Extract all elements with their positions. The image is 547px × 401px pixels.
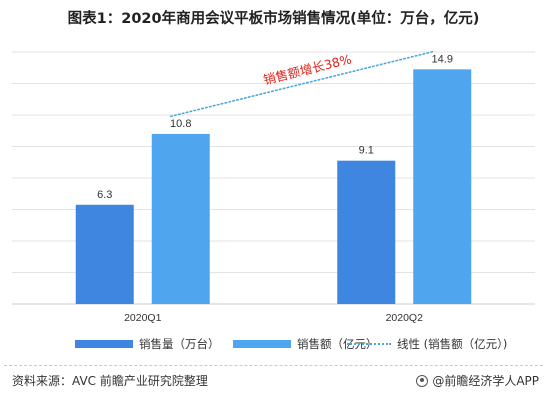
brand-credit: @前瞻经济学人APP: [416, 372, 539, 389]
x-tick-label: 2020Q2: [386, 312, 424, 324]
legend-label-trendline: 线性 (销售额（亿元）): [397, 337, 508, 351]
brand-logo-icon: [416, 374, 429, 387]
chart-title: 图表1：2020年商用会议平板市场销售情况(单位：万台，亿元): [67, 11, 480, 27]
legend-label-sales-volume: 销售量（万台）: [139, 337, 220, 351]
source-note: 资料来源：AVC 前瞻产业研究院整理: [12, 374, 208, 388]
footer-divider: [4, 365, 543, 366]
legend-item-trendline: 线性 (销售额（亿元）): [347, 336, 507, 352]
legend-item-sales-volume: 销售量（万台）: [75, 336, 220, 352]
legend-label-sales-amount: 销售额（亿元）: [297, 337, 378, 351]
data-label: 6.3: [97, 189, 112, 201]
chart-plot: 6.310.89.114.9 销售额增长38% 2020Q1 2020Q2: [12, 50, 535, 324]
data-label: 14.9: [432, 53, 453, 65]
x-tick-label: 2020Q1: [124, 312, 162, 324]
legend: 销售量（万台） 销售额（亿元） 线性 (销售额（亿元）): [0, 336, 547, 354]
footer: 资料来源：AVC 前瞻产业研究院整理 @前瞻经济学人APP: [0, 372, 547, 392]
legend-swatch-sales-amount: [233, 340, 291, 348]
trendline: [169, 50, 436, 118]
bar-sales-volume-2020Q2: [337, 160, 396, 304]
bar-sales-volume-2020Q1: [75, 204, 134, 304]
legend-swatch-trendline: [347, 343, 391, 345]
brand-text: @前瞻经济学人APP: [432, 374, 539, 388]
legend-item-sales-amount: 销售额（亿元）: [233, 336, 378, 352]
data-label: 10.8: [170, 118, 191, 130]
bar-sales-amount-2020Q2: [413, 69, 472, 304]
data-label: 9.1: [359, 145, 374, 157]
bar-sales-amount-2020Q1: [151, 133, 210, 304]
legend-swatch-sales-volume: [75, 340, 133, 348]
